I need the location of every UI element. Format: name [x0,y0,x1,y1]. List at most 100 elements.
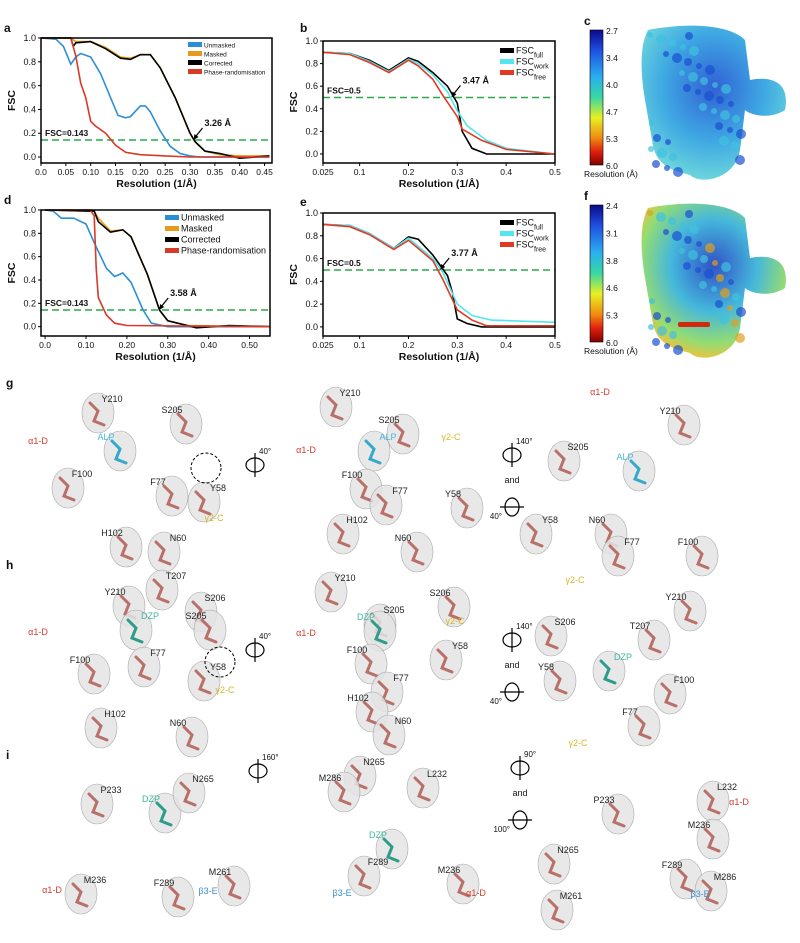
threshold-label: FSC=0.5 [327,258,361,268]
rotation-angle-label: 140° [516,437,533,446]
residue-label: Y210 [104,587,126,597]
series-line-unmasked [44,209,270,328]
density-blob [711,108,717,114]
x-tick-label: 0.20 [132,167,149,177]
rotation-angle-label: 100° [493,825,510,834]
series-line-fscwork [322,223,556,324]
density-blob [721,262,731,272]
density-blob [712,82,718,88]
density-blob [731,319,739,327]
residue-stick [547,898,565,924]
y-tick-label: 1.0 [23,33,36,43]
panel-letter: c [584,14,591,28]
residue-stick [550,669,568,695]
residue-stick [629,459,647,485]
residue-label: S205 [383,605,405,615]
density-blob [720,110,730,120]
legend-label: Masked [204,52,227,59]
residue-stick [407,540,425,566]
residue-label: β3-E [690,889,710,899]
chart-e: e FSC=0.5 0.0 0.2 0.4 0.6 0.8 1.0 0.025 0.1 0.2 0.3… [288,195,561,363]
colorbar-tick-label: 4.6 [606,283,618,293]
residue-label: α1-D [28,627,48,637]
x-tick-label: 0.30 [159,340,176,350]
residue-stick [701,879,719,905]
panel-letter: b [300,21,307,35]
density-blob [735,333,745,343]
residue-stick [660,682,678,708]
residue-label: F100 [341,470,363,480]
density-blob [705,65,715,75]
y-tick-label: 0.8 [305,231,318,241]
density-blob [684,236,692,244]
residue-stick [194,490,212,516]
residue-stick [155,801,173,827]
density-blob [721,84,731,94]
legend-swatch [500,242,514,247]
highlight-circle [204,646,236,678]
panel-h: h [6,558,707,758]
density-blob [700,255,708,263]
protein-map [641,203,786,358]
residue-label: Y210 [334,573,356,583]
y-axis-label: FSC [288,264,300,285]
residue-label: F77 [393,673,409,683]
residue-stick [608,544,626,570]
panel-letter: g [6,376,13,390]
density-blob [649,298,655,304]
legend-swatch [500,59,514,64]
residue-label: F100 [673,675,695,685]
density-blob [648,324,654,330]
residue-stick [134,655,152,681]
density-blob [732,293,740,301]
rotation-angle-label: 40° [259,632,271,641]
y-tick-label: 0.6 [305,81,318,91]
residue-stick [377,680,395,706]
residue-label: F77 [392,486,408,496]
x-tick-label: 0.2 [403,340,415,350]
density-blob [704,91,714,101]
density-blob [663,229,669,235]
y-tick-label: 0.0 [305,149,318,159]
panel-letter: h [6,558,13,572]
y-tick-label: 1.0 [305,36,318,46]
residue-stick [87,792,105,818]
residue-label: F100 [346,645,368,655]
residue-stick [58,476,76,502]
rotation-angle-label: 40° [490,512,502,521]
y-tick-label: 0.2 [23,128,36,138]
rotation-icon: 160° [248,753,279,783]
residue-label: α1-D [590,387,610,397]
residue-label: γ2-C [215,685,235,695]
x-tick-label: 0.30 [182,167,199,177]
residue-label: S206 [429,588,451,598]
residue-label: H102 [346,515,368,525]
residue-stick [393,422,411,448]
legend-label: Phase-randomisation [181,246,266,256]
resolution-annotation: 3.47 Å [462,75,489,85]
panel-letter: d [4,193,11,207]
highlight-circle [190,452,222,484]
residue-label: S205 [567,442,589,452]
legend-swatch [500,231,514,236]
colorbar-tick-label: 5.3 [606,311,618,321]
x-tick-label: 0.2 [403,167,415,177]
residue-stick [162,484,180,510]
and-label: and [512,788,527,798]
residue-label: F77 [624,537,640,547]
x-axis-label: Resolution (1/Å) [115,350,196,363]
density-blob [712,260,718,266]
residue-label: M286 [713,872,737,882]
residue-label: S206 [204,593,226,603]
residue-label: L232 [426,769,448,779]
residue-label: Y58 [451,641,469,651]
rotation-angle-label: 140° [516,622,533,631]
legend-label: Phase-randomisation [204,70,266,77]
residue-stick [91,716,109,742]
fsc-charts: a FSC=0.143 0.0 0.2 0.4 0.6 0.8 1.0 0.0 0.05 0.10 0… [4,21,561,363]
panel-letter: a [4,21,11,35]
density-blob [719,136,729,146]
density-blob [680,44,686,50]
